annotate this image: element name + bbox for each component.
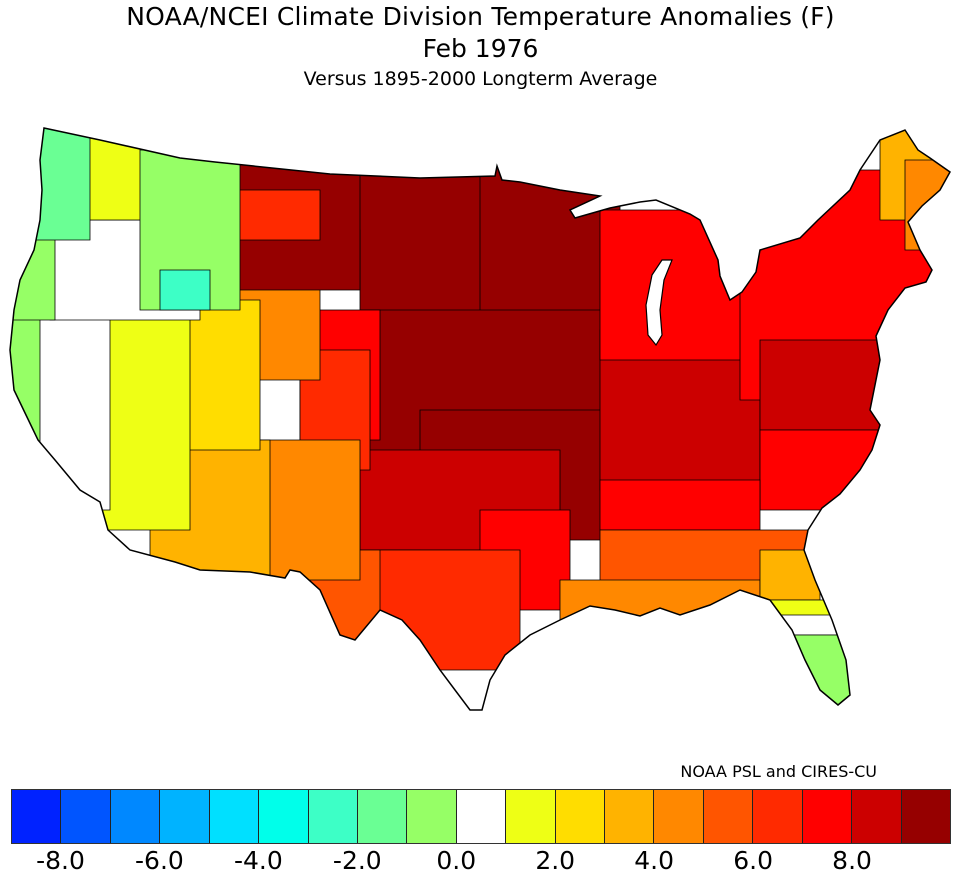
climate-division-idaho-central xyxy=(159,269,211,311)
colorbar-bin xyxy=(259,790,309,843)
colorbar-bin xyxy=(456,790,507,843)
great-lakes-water xyxy=(645,259,673,347)
map-period: Feb 1976 xyxy=(422,34,539,63)
colorbar-bin xyxy=(110,790,161,843)
colorbar-bin xyxy=(61,790,111,843)
climate-division-great-lakes xyxy=(599,209,761,361)
colorbar-bin xyxy=(802,790,853,843)
climate-division-gulf-coast xyxy=(559,579,761,631)
colorbar-tick-label: 2.0 xyxy=(535,846,576,875)
climate-division-central-florida xyxy=(759,614,841,636)
climate-division-california-coast xyxy=(10,299,41,471)
map-subtitle: Versus 1895-2000 Longterm Average xyxy=(303,68,658,90)
colorbar-bin xyxy=(555,790,606,843)
colorbar-bin xyxy=(901,790,951,843)
colorbar-bin xyxy=(703,790,754,843)
colorbar-tick-label: 0.0 xyxy=(436,846,477,875)
climate-division-california-interior xyxy=(29,309,111,511)
colorbar-tick-label: -4.0 xyxy=(233,846,283,875)
climate-division-new-mexico xyxy=(259,439,361,581)
us-outline xyxy=(9,127,951,711)
climate-division-tennessee-valley xyxy=(599,479,761,531)
climate-division-maine-coast xyxy=(904,159,950,251)
colorbar-bin xyxy=(654,790,704,843)
credit-text: NOAA PSL and CIRES-CU xyxy=(680,762,877,781)
colorbar-bin xyxy=(506,790,556,843)
colorbar-tick-label: -6.0 xyxy=(135,846,184,875)
climate-division-south-georgia xyxy=(759,549,821,601)
colorbar-tick-label: 4.0 xyxy=(634,846,675,875)
colorbar-bin xyxy=(753,790,803,843)
colorbar-bin xyxy=(852,790,902,843)
colorbar-bin xyxy=(12,790,62,843)
map-title: NOAA/NCEI Climate Division Temperature A… xyxy=(126,2,835,31)
colorbar-bin xyxy=(357,790,408,843)
colorbar-bin xyxy=(160,790,210,843)
colorbar-bin xyxy=(209,790,260,843)
colorbar xyxy=(11,789,951,844)
climate-division-utah xyxy=(179,299,261,451)
us-climate-division-map xyxy=(9,127,951,711)
colorbar-tick-label: 8.0 xyxy=(832,846,872,875)
colorbar-bin xyxy=(308,790,358,843)
climate-division-carolinas xyxy=(759,429,901,511)
colorbar-tick-label: -8.0 xyxy=(36,846,85,875)
climate-division-washington-coast xyxy=(10,128,91,241)
colorbar-tick-label: -2.0 xyxy=(332,846,382,875)
colorbar-tick-label: 6.0 xyxy=(733,846,773,875)
colorbar-bin xyxy=(605,790,655,843)
climate-division-central-texas xyxy=(379,549,521,671)
colorbar-bin xyxy=(407,790,457,843)
